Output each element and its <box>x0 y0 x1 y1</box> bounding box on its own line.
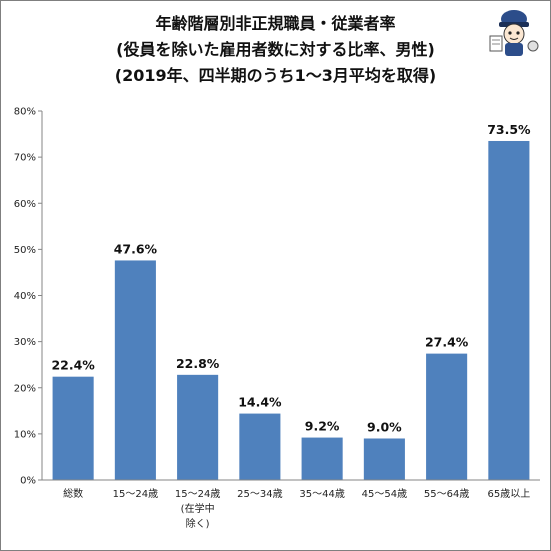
category-label: 15～24歳 <box>113 488 158 500</box>
y-tick-label: 30% <box>14 337 36 348</box>
y-tick-label: 50% <box>14 245 36 256</box>
bar <box>426 353 468 480</box>
data-label: 9.0% <box>367 419 402 434</box>
bar <box>177 374 219 480</box>
bar <box>488 140 530 480</box>
chart-title-line-1: 年齢階層別非正規職員・従業者率 <box>155 14 396 33</box>
bar <box>301 437 343 480</box>
y-tick-label: 60% <box>14 199 36 210</box>
category-label: 15～24歳 <box>175 488 220 500</box>
y-tick-label: 70% <box>14 153 36 164</box>
y-tick-label: 20% <box>14 383 36 394</box>
category-label: 65歳以上 <box>488 488 531 500</box>
bar <box>114 260 156 480</box>
category-label: 55～64歳 <box>424 488 469 500</box>
data-label: 9.2% <box>305 419 340 434</box>
y-tick-label: 40% <box>14 291 36 302</box>
data-label: 22.8% <box>176 356 220 371</box>
bar <box>363 438 405 480</box>
chart-title-line-2: (役員を除いた雇用者数に対する比率、男性) <box>116 40 435 59</box>
cartoon-mascot-icon <box>489 10 539 56</box>
data-label: 47.6% <box>114 241 158 256</box>
y-tick-label: 10% <box>14 429 36 440</box>
category-label: 総数 <box>63 487 83 500</box>
category-label: 除く) <box>186 517 210 530</box>
category-label: 25～34歳 <box>237 488 282 500</box>
category-label: 35～44歳 <box>299 488 344 500</box>
bar <box>239 413 281 480</box>
y-tick-label: 0% <box>20 476 36 487</box>
data-label: 73.5% <box>487 122 531 137</box>
y-tick-label: 80% <box>14 107 36 118</box>
chart-title-line-3: (2019年、四半期のうち1～3月平均を取得) <box>114 66 437 85</box>
data-label: 14.4% <box>238 395 282 410</box>
bar <box>52 376 94 480</box>
category-label: 45～54歳 <box>362 488 407 500</box>
category-label: (在学中 <box>181 502 215 515</box>
data-label: 27.4% <box>425 335 469 350</box>
data-label: 22.4% <box>51 358 95 373</box>
